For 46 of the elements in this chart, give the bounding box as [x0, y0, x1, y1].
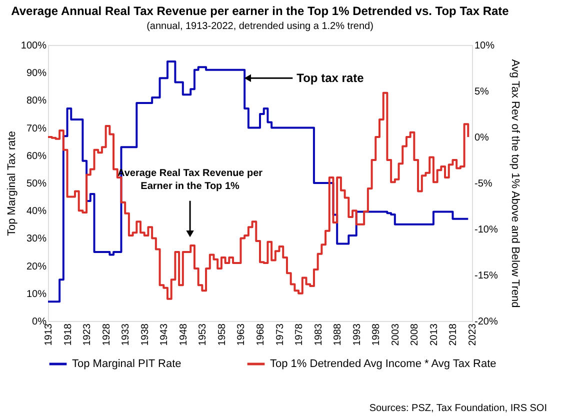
y-tick-label: 70% — [26, 123, 47, 134]
x-tick-label: 1923 — [82, 323, 94, 346]
x-tick-label: 1943 — [159, 323, 170, 346]
y2-tick-label: -5% — [474, 178, 492, 190]
x-tick-label: 1973 — [274, 323, 286, 346]
x-tick-label: 1988 — [332, 323, 344, 346]
y-tick-label: 40% — [26, 206, 47, 218]
y2-tick-label: 10% — [474, 40, 495, 52]
legend-label: Top 1% Detrended Avg Income * Avg Tax Rate — [270, 358, 496, 370]
y-tick-label: 100% — [20, 40, 47, 52]
x-tick-label: 1938 — [140, 323, 151, 346]
y2-tick-label: 5% — [474, 86, 490, 98]
x-tick-label: 1998 — [371, 323, 382, 346]
x-tick-label: 1978 — [294, 323, 306, 346]
x-tick-label: 2003 — [390, 323, 402, 346]
x-tick-label: 1958 — [216, 323, 228, 346]
x-tick-label: 1963 — [236, 323, 248, 346]
x-tick-label: 1948 — [178, 323, 190, 346]
y-tick-label: 20% — [26, 261, 47, 272]
x-tick-label: 1983 — [313, 323, 324, 346]
source-note: Sources: PSZ, Tax Foundation, IRS SOI — [369, 403, 547, 414]
y2-axis-title: Avg Tax Rev of the top 1% Above and Below Trend — [508, 59, 521, 308]
y2-tick-label: -15% — [474, 270, 498, 282]
x-tick-label: 1913 — [44, 323, 54, 346]
y-tick-label: 30% — [26, 234, 47, 245]
y-tick-label: 60% — [26, 150, 47, 162]
x-tick-label: 1953 — [198, 323, 209, 346]
y-tick-label: 10% — [26, 288, 47, 300]
x-tick-label: 1918 — [62, 323, 74, 346]
x-tick-label: 1968 — [256, 323, 266, 346]
y-axis-title: Top Marginal Tax rate — [6, 131, 18, 236]
x-tick-label: 1928 — [101, 323, 112, 346]
y2-tick-label: -10% — [474, 224, 498, 236]
x-tick-label: 1933 — [120, 323, 132, 346]
legend-label: Top Marginal PIT Rate — [72, 358, 182, 370]
x-tick-label: 2013 — [428, 323, 440, 346]
y2-tick-label: 0% — [474, 132, 490, 144]
y-tick-label: 50% — [26, 178, 47, 190]
y-tick-label: 90% — [26, 68, 47, 80]
y-tick-label: 80% — [26, 96, 47, 107]
x-tick-label: 1993 — [352, 323, 363, 346]
chart-title: Average Annual Real Tax Revenue per earner in the Top 1% Detrended vs. Top Tax Rate — [11, 4, 510, 18]
chart-subtitle: (annual, 1913-2022, detrended using a 1.2% trend) — [146, 21, 374, 32]
x-tick-label: 2018 — [448, 323, 460, 346]
annotation: Top tax rate — [296, 71, 364, 86]
x-tick-label: 2008 — [410, 323, 421, 346]
